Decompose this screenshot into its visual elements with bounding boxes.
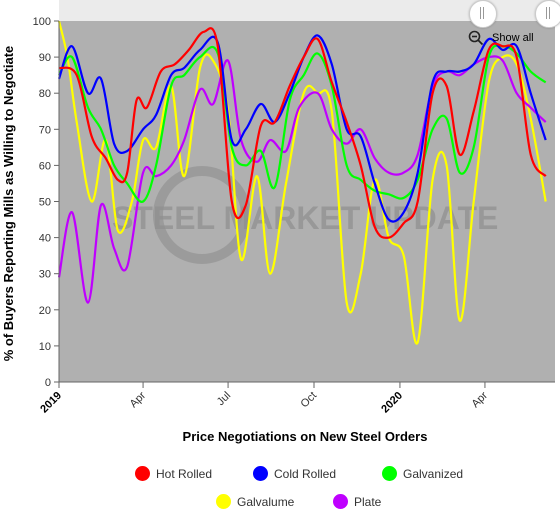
legend-item-plate[interactable]: Plate [333, 494, 381, 509]
y-axis: 0 10 20 30 40 50 60 70 80 90 100 [33, 16, 60, 389]
zoom-band[interactable] [59, 0, 555, 21]
legend: Hot Rolled Cold Rolled Galvanized Galval… [0, 462, 560, 512]
show-all-label: Show all [492, 32, 534, 44]
y-tick-label: 40 [39, 233, 51, 245]
y-tick-label: 100 [33, 16, 51, 28]
watermark-text: STEEL MARKET UPDATE [112, 200, 498, 236]
show-all-button[interactable]: Show all [468, 30, 534, 46]
watermark: STEEL MARKET UPDATE [112, 166, 498, 264]
x-tick-label: Jul [215, 390, 233, 408]
legend-swatch [216, 494, 231, 509]
zoom-handle-right[interactable] [535, 0, 560, 28]
zoom-out-icon [468, 30, 484, 46]
legend-item-galvalume[interactable]: Galvalume [216, 494, 294, 509]
legend-swatch [253, 466, 268, 481]
y-tick-label: 0 [45, 377, 51, 389]
legend-label: Galvanized [403, 466, 464, 481]
legend-item-hot-rolled[interactable]: Hot Rolled [135, 466, 212, 481]
y-tick-label: 50 [39, 197, 51, 209]
legend-label: Galvalume [237, 494, 295, 509]
y-tick-label: 10 [39, 341, 51, 353]
y-tick-label: 70 [39, 124, 51, 136]
x-axis: 2019 Apr Jul Oct 2020 Apr [38, 381, 555, 416]
legend-item-cold-rolled[interactable]: Cold Rolled [253, 466, 336, 481]
legend-item-galvanized[interactable]: Galvanized [382, 466, 463, 481]
x-tick-label: Oct [299, 390, 320, 411]
y-axis-title: % of Buyers Reporting Mills as Willing t… [1, 46, 16, 362]
x-tick-label: 2019 [38, 390, 64, 416]
legend-label: Plate [354, 494, 382, 509]
x-tick-label: Apr [469, 389, 490, 410]
legend-label: Hot Rolled [156, 466, 213, 481]
y-tick-label: 80 [39, 88, 51, 100]
x-tick-label: Apr [128, 389, 149, 410]
series-line-galvanized[interactable] [58, 44, 547, 203]
zoom-handle-left[interactable] [469, 0, 497, 28]
y-tick-label: 20 [39, 305, 51, 317]
legend-swatch [135, 466, 150, 481]
y-tick-label: 90 [39, 52, 51, 64]
legend-label: Cold Rolled [274, 466, 337, 481]
y-tick-label: 30 [39, 269, 51, 281]
x-axis-title: Price Negotiations on New Steel Orders [183, 429, 428, 444]
legend-swatch [333, 494, 348, 509]
series-line-hot-rolled[interactable] [58, 27, 547, 239]
x-tick-label: 2020 [379, 390, 405, 416]
legend-swatch [382, 466, 397, 481]
series-line-plate[interactable] [57, 55, 547, 304]
series-layer [57, 20, 547, 345]
y-tick-label: 60 [39, 160, 51, 172]
